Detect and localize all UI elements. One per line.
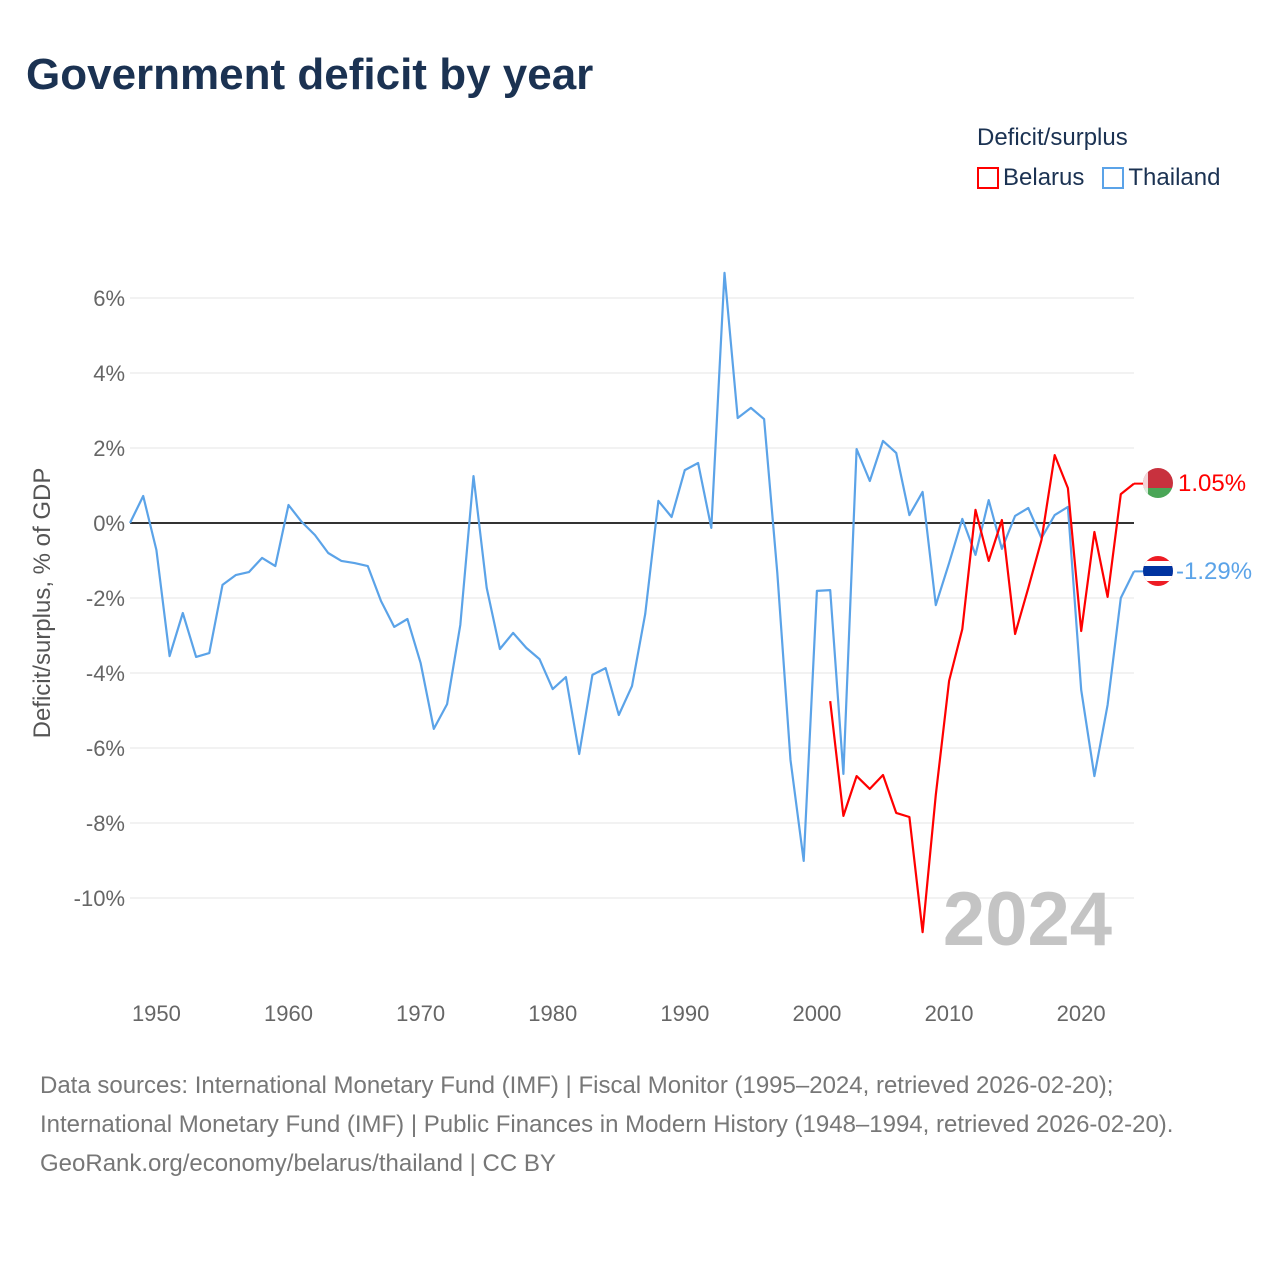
x-tick-label: 1980 bbox=[528, 1001, 577, 1026]
data-sources: Data sources: International Monetary Fun… bbox=[40, 1072, 1174, 1138]
x-tick-label: 2000 bbox=[792, 1001, 841, 1026]
line-chart: 6% 4% 2% 0% -2% -4% -6% -8% -10% 1950 1960 1970 198… bbox=[29, 271, 1252, 1026]
y-tick-label: 0% bbox=[93, 511, 125, 536]
legend: Deficit/surplus Belarus Thailand bbox=[977, 124, 1220, 192]
thailand-flag-icon bbox=[1143, 556, 1173, 586]
x-tick-label: 1990 bbox=[660, 1001, 709, 1026]
thailand-end-label: -1.29% bbox=[1176, 558, 1252, 585]
y-tick-label: -10% bbox=[74, 886, 125, 911]
legend-title: Deficit/surplus bbox=[977, 124, 1128, 151]
legend-label-thailand: Thailand bbox=[1128, 164, 1221, 191]
y-tick-label: -6% bbox=[86, 736, 125, 761]
legend-item-thailand[interactable]: Thailand bbox=[1102, 164, 1220, 192]
x-axis-ticks: 1950 1960 1970 1980 1990 2000 2010 2020 bbox=[132, 1001, 1106, 1026]
x-tick-label: 1970 bbox=[396, 1001, 445, 1026]
x-tick-label: 1950 bbox=[132, 1001, 181, 1026]
x-tick-label: 1960 bbox=[264, 1001, 313, 1026]
legend-swatch-thailand bbox=[1102, 167, 1125, 189]
credit-link[interactable]: GeoRank.org/economy/belarus/thailand | C… bbox=[40, 1150, 556, 1177]
series-line-thailand bbox=[129, 271, 1135, 863]
y-tick-label: -4% bbox=[86, 661, 125, 686]
x-tick-label: 2010 bbox=[925, 1001, 974, 1026]
footer: Data sources: International Monetary Fun… bbox=[40, 1066, 1240, 1183]
year-watermark: 2024 bbox=[943, 877, 1112, 962]
y-tick-label: -8% bbox=[86, 811, 125, 836]
y-tick-label: 4% bbox=[93, 361, 125, 386]
y-tick-label: 6% bbox=[93, 286, 125, 311]
y-axis-ticks: 6% 4% 2% 0% -2% -4% -6% -8% -10% bbox=[74, 286, 125, 911]
x-tick-label: 2020 bbox=[1057, 1001, 1106, 1026]
grid-lines bbox=[130, 297, 1134, 899]
chart-title: Government deficit by year bbox=[26, 50, 594, 99]
legend-item-belarus[interactable]: Belarus bbox=[977, 164, 1084, 192]
belarus-flag-icon bbox=[1143, 468, 1173, 498]
y-tick-label: -2% bbox=[86, 586, 125, 611]
y-tick-label: 2% bbox=[93, 436, 125, 461]
legend-swatch-belarus bbox=[977, 167, 999, 189]
y-axis-label: Deficit/surplus, % of GDP bbox=[29, 468, 56, 739]
series-line-belarus bbox=[829, 454, 1135, 934]
belarus-end-label: 1.05% bbox=[1178, 470, 1246, 497]
legend-label-belarus: Belarus bbox=[1003, 164, 1085, 191]
series-group bbox=[129, 271, 1143, 934]
